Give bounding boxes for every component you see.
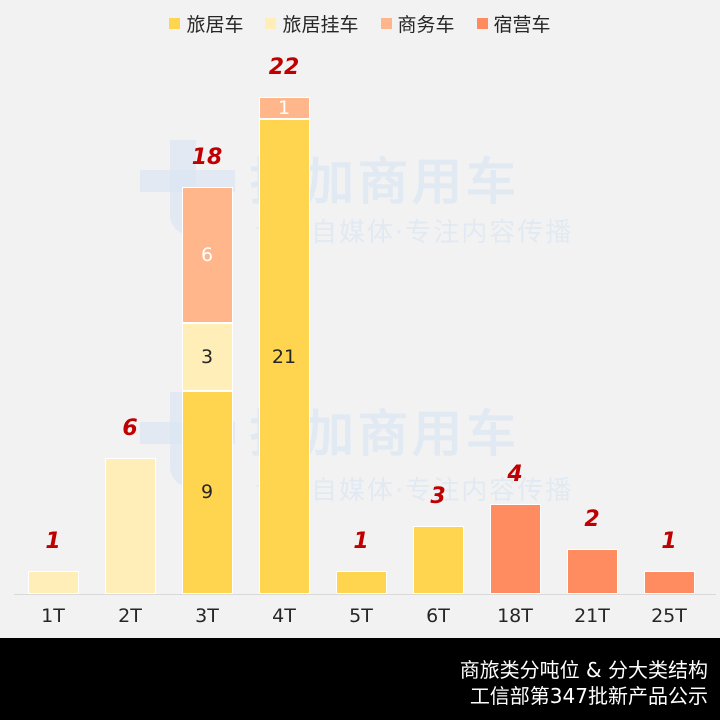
bar-segment xyxy=(104,458,156,594)
total-label: 1 xyxy=(661,529,677,555)
x-tick-label: 1T xyxy=(41,605,65,627)
bar-segment: 3 xyxy=(181,322,233,391)
bar-segment: 6 xyxy=(181,187,233,323)
total-label: 6 xyxy=(122,416,138,442)
total-label: 4 xyxy=(507,461,523,487)
legend-item-camper: 宿营车 xyxy=(476,10,551,37)
x-tick-label: 3T xyxy=(195,605,219,627)
bar-4T: 21 1 xyxy=(258,96,310,594)
bar-2T xyxy=(104,458,156,594)
x-tick-label: 2T xyxy=(118,605,142,627)
footer-title: 商旅类分吨位 & 分大类结构 xyxy=(459,658,708,682)
bar-segment xyxy=(412,526,464,594)
legend-swatch-rv xyxy=(169,18,181,29)
bar-5T xyxy=(335,571,387,594)
total-label: 1 xyxy=(353,529,369,555)
total-label: 18 xyxy=(191,145,223,171)
bar-segment xyxy=(643,571,695,594)
legend-swatch-camper xyxy=(476,18,488,29)
total-label: 2 xyxy=(584,506,600,532)
footer-caption: 商旅类分吨位 & 分大类结构 工信部第347批新产品公示 xyxy=(0,638,720,720)
x-tick-label: 21T xyxy=(574,605,610,627)
bar-segment: 9 xyxy=(181,390,233,594)
chart-legend: 旅居车 旅居挂车 商务车 宿营车 xyxy=(0,10,720,37)
stacked-bar-chart: 1 1T 6 2T 9 3 6 18 3T 21 1 22 4T 1 5T 3 6T 4 18T 2 21T 1 25T xyxy=(14,54,716,627)
bar-18T xyxy=(489,503,541,594)
legend-item-business: 商务车 xyxy=(380,10,455,37)
bar-segment xyxy=(566,548,618,594)
legend-label: 旅居挂车 xyxy=(282,14,359,36)
bar-segment: 21 xyxy=(258,119,310,594)
bar-6T xyxy=(412,526,464,594)
legend-label: 旅居车 xyxy=(186,14,244,36)
bar-segment xyxy=(27,571,79,594)
x-tick-label: 25T xyxy=(651,605,687,627)
x-tick-label: 5T xyxy=(349,605,373,627)
legend-label: 宿营车 xyxy=(493,14,551,36)
bar-21T xyxy=(566,548,618,594)
legend-item-trailer: 旅居挂车 xyxy=(265,10,359,37)
bar-25T xyxy=(643,571,695,594)
bar-segment: 1 xyxy=(258,96,310,120)
legend-swatch-trailer xyxy=(265,18,277,29)
bar-1T xyxy=(27,571,79,594)
legend-item-rv: 旅居车 xyxy=(169,10,243,37)
x-tick-label: 6T xyxy=(426,605,450,627)
x-tick-label: 18T xyxy=(497,605,533,627)
total-label: 1 xyxy=(45,529,61,555)
x-axis-line xyxy=(14,594,716,595)
x-tick-label: 4T xyxy=(272,605,296,627)
footer-subtitle: 工信部第347批新产品公示 xyxy=(469,684,708,708)
legend-label: 商务车 xyxy=(397,14,455,36)
legend-swatch-business xyxy=(380,18,392,29)
total-label: 3 xyxy=(430,484,446,510)
bar-segment xyxy=(489,503,541,594)
bar-segment xyxy=(335,571,387,594)
total-label: 22 xyxy=(268,54,300,80)
